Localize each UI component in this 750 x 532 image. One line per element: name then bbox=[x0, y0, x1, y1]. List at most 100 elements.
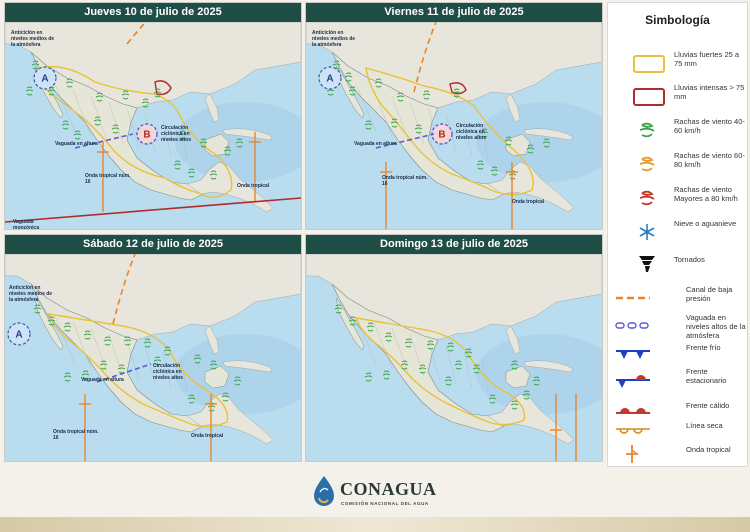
wind-stroke bbox=[366, 322, 375, 332]
florida-land bbox=[204, 93, 220, 123]
wind-gust-icon bbox=[480, 128, 489, 138]
intense-rain-icon bbox=[633, 88, 665, 106]
weather-map: A bbox=[5, 254, 301, 461]
wind-gust-icon bbox=[348, 316, 357, 326]
low-pressure-channel bbox=[126, 22, 147, 45]
wind-gust-icon bbox=[400, 360, 409, 370]
wind-stroke bbox=[187, 168, 196, 178]
legend-label: Rachas de viento Mayores a 80 km/h bbox=[674, 185, 738, 203]
wind-stroke bbox=[47, 316, 56, 326]
heavy-rain-area bbox=[354, 317, 526, 426]
anticyclone-icon bbox=[33, 66, 57, 90]
snowflake-icon bbox=[639, 224, 655, 240]
wind-stroke bbox=[476, 160, 485, 170]
map-label-anticyclone: Anticiclón en niveles medios de la atmós… bbox=[312, 30, 356, 48]
anticyclone-icon bbox=[318, 66, 342, 90]
weather-map bbox=[306, 254, 602, 461]
stationary-front-icon bbox=[616, 375, 650, 388]
wind-gust-icon bbox=[233, 376, 242, 386]
state-border bbox=[481, 357, 489, 393]
wind-gust-icon bbox=[93, 116, 102, 126]
wind-gust-icon bbox=[532, 376, 541, 386]
wind-gust-icon bbox=[33, 304, 42, 314]
legend-item-wind-80: Rachas de viento Mayores a 80 km/h bbox=[608, 183, 747, 217]
wind-gust-icon bbox=[488, 394, 497, 404]
state-border bbox=[373, 321, 393, 369]
wind-stroke bbox=[384, 332, 393, 342]
anticyclone-icon bbox=[7, 322, 31, 346]
brand-subtitle: COMISIÓN NACIONAL DEL AGUA bbox=[341, 501, 429, 506]
wind-gust-icon bbox=[73, 130, 82, 140]
state-border bbox=[180, 125, 188, 161]
wind-gust-icon bbox=[476, 160, 485, 170]
map-label-trough: Vaguada en altura bbox=[354, 141, 397, 147]
wind-gust-icon bbox=[235, 138, 244, 148]
state-border bbox=[162, 119, 172, 157]
legend-item-warm-front: Frente cálido bbox=[608, 395, 747, 429]
wind-stroke bbox=[532, 376, 541, 386]
wind-stroke bbox=[414, 124, 423, 134]
wind-gust-icon bbox=[510, 360, 519, 370]
wind-gust-icon bbox=[446, 342, 455, 352]
wind-gust-icon bbox=[221, 392, 230, 402]
wind-gust-icon bbox=[111, 124, 120, 134]
state-border bbox=[108, 333, 124, 377]
heavy-rain-icon bbox=[633, 55, 665, 73]
wind-stroke bbox=[163, 346, 172, 356]
map-label-trough: Vaguada en altura bbox=[81, 377, 124, 383]
wind-stroke bbox=[390, 118, 399, 128]
cold-front-icon bbox=[616, 350, 650, 359]
state-border bbox=[162, 351, 172, 389]
wind-gust-icon bbox=[504, 136, 513, 146]
map-label-anticyclone: Anticiclón en niveles medios de la atmós… bbox=[11, 30, 55, 48]
wind-stroke bbox=[488, 394, 497, 404]
wind-stroke bbox=[173, 160, 182, 170]
wind-stroke bbox=[187, 394, 196, 404]
wind-gust-icon bbox=[99, 360, 108, 370]
state-border bbox=[355, 83, 377, 133]
wind-gust-icon bbox=[334, 304, 343, 314]
state-border bbox=[90, 327, 108, 373]
wind-gust-icon bbox=[187, 394, 196, 404]
upper-trough-line bbox=[375, 133, 435, 149]
cuba-land bbox=[523, 128, 573, 141]
wind-stroke bbox=[446, 342, 455, 352]
central-america-land bbox=[186, 161, 274, 213]
map-label-wave16: Onda tropical núm. 16 bbox=[382, 175, 428, 187]
state-border bbox=[126, 107, 140, 149]
state-border bbox=[409, 101, 425, 145]
wind-gust-icon bbox=[65, 78, 74, 88]
legend-item-heavy-rain: Lluvias fuertes 25 a 75 mm bbox=[608, 48, 747, 82]
state-border bbox=[391, 327, 409, 373]
map-label-wave_tropical: Onda tropical bbox=[237, 183, 270, 189]
wind-stroke bbox=[193, 354, 202, 364]
legend-panel: Simbología Lluvias fuertes 25 a 75 mm Ll… bbox=[607, 2, 748, 467]
wind-gust-icon bbox=[422, 90, 431, 100]
wind-stroke bbox=[464, 348, 473, 358]
wind-gust-icon bbox=[490, 166, 499, 176]
legend-label: Nieve o aguanieve bbox=[674, 219, 737, 228]
panel-title: Viernes 11 de julio de 2025 bbox=[306, 3, 602, 22]
wind-stroke bbox=[490, 166, 499, 176]
legend-item-snow: Nieve o aguanieve bbox=[608, 217, 747, 251]
wind-stroke bbox=[93, 116, 102, 126]
wind-stroke bbox=[121, 90, 130, 100]
wind-gust-icon bbox=[426, 340, 435, 350]
wind-stroke bbox=[99, 360, 108, 370]
forecast-panel-sunday: Domingo 13 de julio de 2025 bbox=[305, 234, 603, 462]
wind-stroke bbox=[235, 138, 244, 148]
legend-item-tornado: Tornados bbox=[608, 249, 747, 283]
conagua-logo: CONAGUA COMISIÓN NACIONAL DEL AGUA bbox=[310, 474, 450, 512]
wind-gust-icon bbox=[223, 146, 232, 156]
wind-stroke bbox=[178, 130, 187, 140]
legend-label: Rachas de viento 40-60 km/h bbox=[674, 117, 745, 135]
wind-gust-icon bbox=[384, 332, 393, 342]
dry-line-icon bbox=[616, 428, 650, 434]
wind-gust-icon bbox=[209, 170, 218, 180]
panel-title: Sábado 12 de julio de 2025 bbox=[5, 235, 301, 254]
wind-gust-icon bbox=[454, 360, 463, 370]
legend-label: Onda tropical bbox=[686, 445, 731, 454]
wind-gust-icon bbox=[390, 118, 399, 128]
tornado-icon bbox=[639, 256, 655, 272]
wind-stroke bbox=[334, 304, 343, 314]
